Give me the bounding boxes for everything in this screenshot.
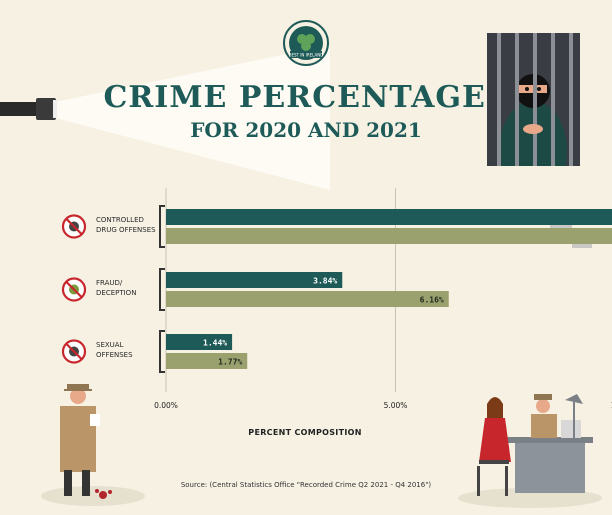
category-bracket [159,268,165,311]
source-note: Source: (Central Statistics Office "Reco… [180,481,432,489]
bar-value-label: 1.44% [203,339,227,348]
category-bracket [159,205,165,248]
page-subtitle: FOR 2020 AND 2021 [190,118,422,142]
drugs-prohibited-icon [61,214,87,239]
flashlight-illustration [0,45,330,190]
over-18-prohibited-icon [61,339,87,364]
prisoner-illustration [487,33,580,166]
bar-value-label: 1.77% [218,358,242,367]
x-tick-label: 10.00% [611,401,612,410]
bar [166,272,343,288]
office-illustration [458,394,602,508]
category-label: CONTROLLED DRUG OFFENSES [96,216,156,234]
detective-illustration [41,384,145,506]
category-label: SEXUAL OFFENSES [96,341,133,359]
bar [166,291,449,307]
x-tick-label: 5.00% [384,401,408,410]
category-label: FRAUD/DECEPTION [96,279,136,297]
logo-badge: BEST IN IRELAND [283,20,329,66]
bar [166,209,612,225]
bar-value-label: 6.16% [420,296,444,305]
bar [166,334,233,350]
fraud-prohibited-icon [61,277,87,302]
page-title: CRIME PERCENTAGES [103,80,509,115]
bar [166,228,612,244]
bar-value-label: 3.84% [313,277,337,286]
x-axis-title: PERCENT COMPOSITION [248,428,362,437]
x-tick-label: 0.00% [154,401,178,410]
logo-text: BEST IN IRELAND [289,53,324,58]
bar [166,353,248,369]
category-bracket [159,330,165,373]
